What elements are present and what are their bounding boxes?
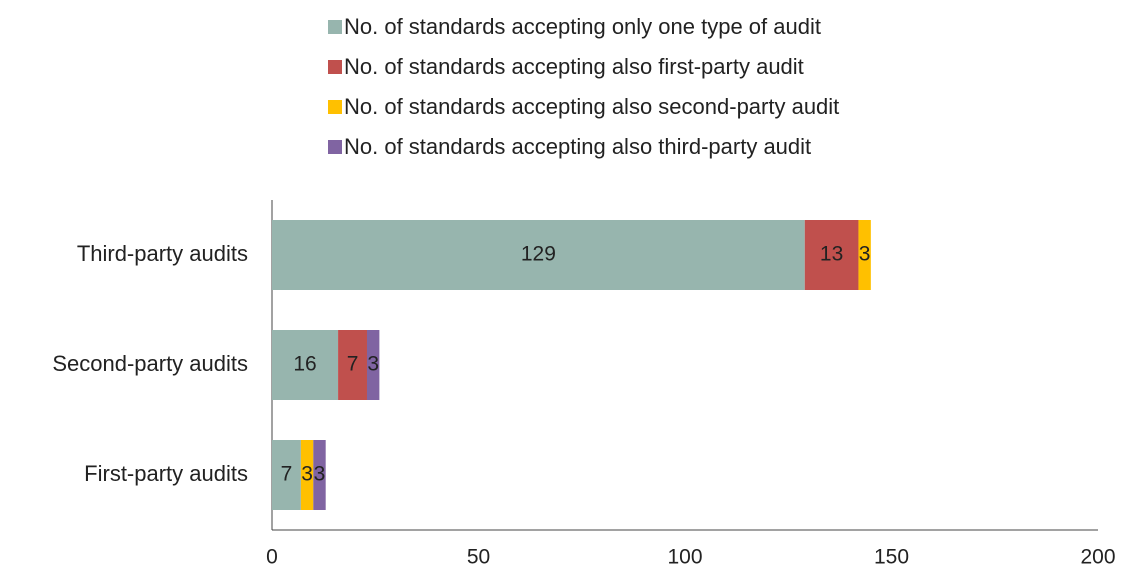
data-label: 3 bbox=[301, 463, 313, 486]
bar-segment bbox=[366, 330, 380, 400]
data-label: 129 bbox=[521, 243, 556, 266]
legend-label: No. of standards accepting also second-p… bbox=[344, 94, 839, 119]
y-tick-label: Third-party audits bbox=[77, 241, 248, 266]
bar-segment bbox=[272, 330, 339, 400]
bar-segment bbox=[338, 330, 367, 400]
legend-swatch bbox=[328, 100, 342, 114]
legend-label: No. of standards accepting only one type… bbox=[344, 14, 821, 39]
legend-swatch bbox=[328, 140, 342, 154]
x-tick-label: 0 bbox=[266, 546, 278, 569]
data-label: 3 bbox=[314, 463, 326, 486]
bar-segment bbox=[300, 440, 314, 510]
x-tick-label: 50 bbox=[467, 546, 490, 569]
x-tick-label: 100 bbox=[667, 546, 702, 569]
data-label: 16 bbox=[293, 353, 316, 376]
legend-label: No. of standards accepting also third-pa… bbox=[344, 134, 811, 159]
x-tick-label: 150 bbox=[874, 546, 909, 569]
data-label: 7 bbox=[281, 463, 293, 486]
y-tick-label: First-party audits bbox=[84, 461, 248, 486]
x-tick-label: 200 bbox=[1080, 546, 1115, 569]
legend-swatch bbox=[328, 60, 342, 74]
data-label: 13 bbox=[820, 243, 843, 266]
legend-label: No. of standards accepting also first-pa… bbox=[344, 54, 804, 79]
bar-segment bbox=[272, 440, 301, 510]
bar-segment bbox=[804, 220, 859, 290]
data-label: 3 bbox=[367, 353, 379, 376]
bar-segment bbox=[272, 220, 805, 290]
data-label: 3 bbox=[859, 243, 871, 266]
legend-swatch bbox=[328, 20, 342, 34]
data-label: 7 bbox=[347, 353, 359, 376]
bar-segment bbox=[313, 440, 326, 510]
bar-segment bbox=[858, 220, 871, 290]
y-tick-label: Second-party audits bbox=[52, 351, 248, 376]
